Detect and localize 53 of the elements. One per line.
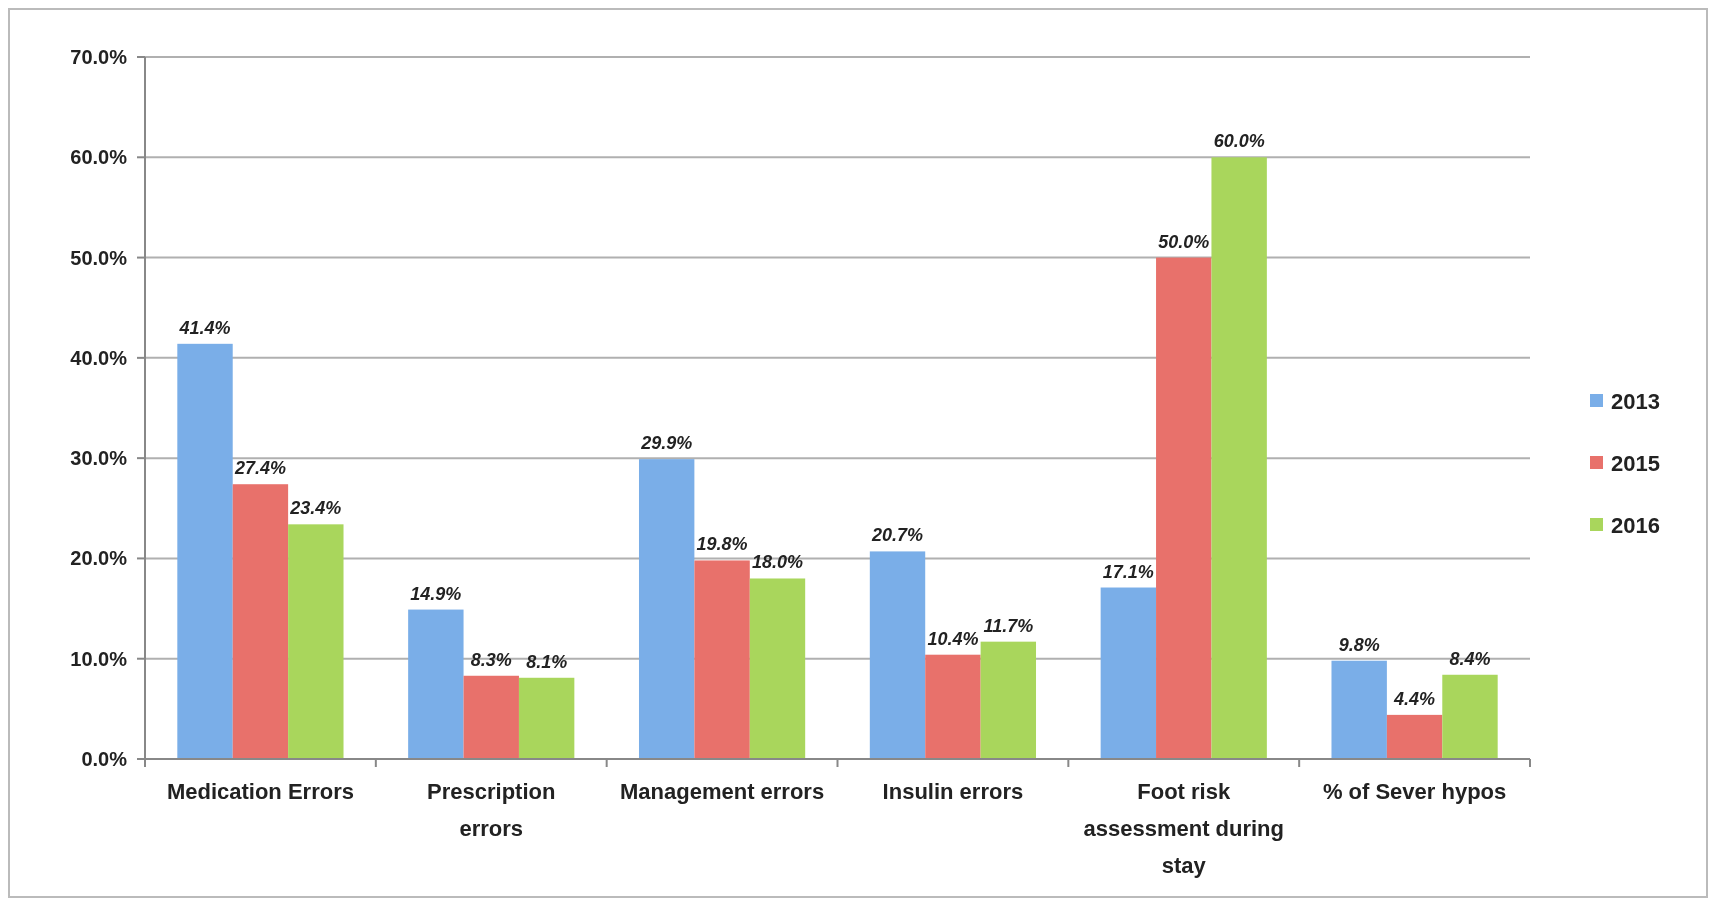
bar <box>288 524 344 759</box>
bar <box>638 459 695 759</box>
bar <box>1331 660 1387 759</box>
legend-label: 2015 <box>1611 450 1660 476</box>
x-tick-label: % of Sever hypos <box>1322 779 1507 804</box>
data-label: 4.4% <box>1393 688 1436 709</box>
bar <box>1156 257 1212 759</box>
y-tick-label: 40.0% <box>70 346 128 369</box>
data-label: 41.4% <box>178 317 231 338</box>
data-label: 8.4% <box>1449 648 1491 669</box>
data-label: 14.9% <box>410 583 462 604</box>
data-label: 29.9% <box>640 433 693 454</box>
bar <box>1100 587 1157 759</box>
data-label: 10.4% <box>927 628 979 649</box>
data-label: 17.1% <box>1102 561 1154 582</box>
y-tick-label: 50.0% <box>70 246 128 269</box>
data-label: 50.0% <box>1158 231 1210 252</box>
x-tick-label: Management errors <box>619 779 825 804</box>
data-label: 23.4% <box>289 498 342 519</box>
data-label: 8.1% <box>526 651 568 672</box>
y-tick-label: 60.0% <box>70 146 128 169</box>
data-label: 20.7% <box>870 525 924 546</box>
y-tick-label: 0.0% <box>81 748 128 770</box>
legend-label: 2016 <box>1611 512 1660 538</box>
bar <box>1386 714 1443 759</box>
bar <box>869 551 926 759</box>
data-label: 9.8% <box>1338 634 1380 655</box>
bar <box>980 641 1037 759</box>
y-tick-label: 30.0% <box>70 447 128 470</box>
bar <box>749 578 806 759</box>
data-label: 27.4% <box>233 458 286 479</box>
data-label: 19.8% <box>696 534 748 555</box>
bar <box>177 343 233 759</box>
bar <box>1442 674 1498 759</box>
data-label: 18.0% <box>751 552 804 573</box>
data-label: 60.0% <box>1213 131 1265 152</box>
data-label: 11.7% <box>983 615 1034 636</box>
x-tick-label: Foot risk assessment during stay <box>1083 779 1285 878</box>
x-tick-label: Medication Errors <box>166 779 354 804</box>
y-tick-label: 20.0% <box>70 547 128 570</box>
x-tick-label: Insulin errors <box>882 779 1024 804</box>
bar <box>463 675 519 759</box>
bar <box>408 609 464 759</box>
y-tick-label: 70.0% <box>70 46 128 68</box>
legend-label: 2013 <box>1611 388 1660 414</box>
bar <box>232 484 289 759</box>
x-tick-label: Prescription errors <box>427 779 556 841</box>
bar <box>518 677 575 759</box>
data-label: 8.3% <box>470 649 512 670</box>
bar <box>694 560 750 759</box>
y-tick-label: 10.0% <box>70 647 128 670</box>
bar <box>1211 157 1267 759</box>
bar <box>925 654 981 759</box>
